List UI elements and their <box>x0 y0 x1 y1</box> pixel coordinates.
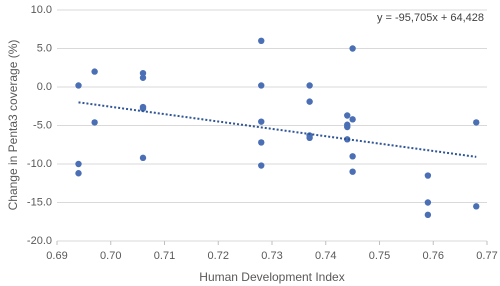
scatter-point <box>139 105 147 112</box>
scatter-point <box>349 116 356 123</box>
x-tick-label: 0.72 <box>208 250 229 262</box>
scatter-point <box>258 162 265 169</box>
y-tick-label: -10.0 <box>27 158 52 170</box>
y-tick-label: -15.0 <box>27 196 52 208</box>
y-tick-label: -20.0 <box>27 235 52 247</box>
scatter-point <box>139 69 147 77</box>
scatter-point <box>258 139 265 146</box>
y-tick-label: 0.0 <box>37 81 52 93</box>
x-tick-label: 0.76 <box>423 250 444 262</box>
scatter-point <box>344 112 351 119</box>
scatter-point <box>349 168 356 175</box>
scatter-point <box>258 82 265 89</box>
x-tick-label: 0.77 <box>476 250 497 262</box>
scatter-point <box>349 153 356 160</box>
y-tick-label: -5.0 <box>33 119 52 131</box>
scatter-point <box>75 82 82 89</box>
scatter-point <box>473 203 480 210</box>
scatter-point <box>75 170 82 177</box>
scatter-point <box>424 172 432 179</box>
x-tick-label: 0.70 <box>100 250 121 262</box>
scatter-point <box>258 37 265 44</box>
y-axis-title: Change in Penta3 coverage (%) <box>6 40 20 211</box>
trendline-equation: y = -95,705x + 64,428 <box>377 12 484 24</box>
scatter-point <box>258 118 265 125</box>
scatter-point <box>473 119 480 126</box>
scatter-point <box>424 211 432 219</box>
x-tick-label: 0.71 <box>154 250 175 262</box>
scatter-point <box>91 119 98 126</box>
x-tick-label: 0.74 <box>315 250 336 262</box>
scatter-point <box>139 74 147 81</box>
x-tick-label: 0.73 <box>261 250 282 262</box>
scatter-point <box>139 154 147 162</box>
scatter-point <box>344 136 351 143</box>
scatter-point <box>424 199 432 206</box>
scatter-point <box>75 160 82 168</box>
scatter-point <box>306 98 313 105</box>
y-tick-label: 5.0 <box>37 42 52 54</box>
scatter-point <box>306 82 313 89</box>
scatter-point <box>349 45 356 52</box>
scatter-point <box>344 123 351 131</box>
scatter-point <box>306 134 313 142</box>
y-tick-label: 10.0 <box>31 4 52 16</box>
scatter-point <box>91 68 98 75</box>
x-axis-title: Human Development Index <box>199 270 344 284</box>
x-tick-label: 0.75 <box>369 250 390 262</box>
x-tick-label: 0.69 <box>46 250 67 262</box>
trendline <box>78 101 477 158</box>
